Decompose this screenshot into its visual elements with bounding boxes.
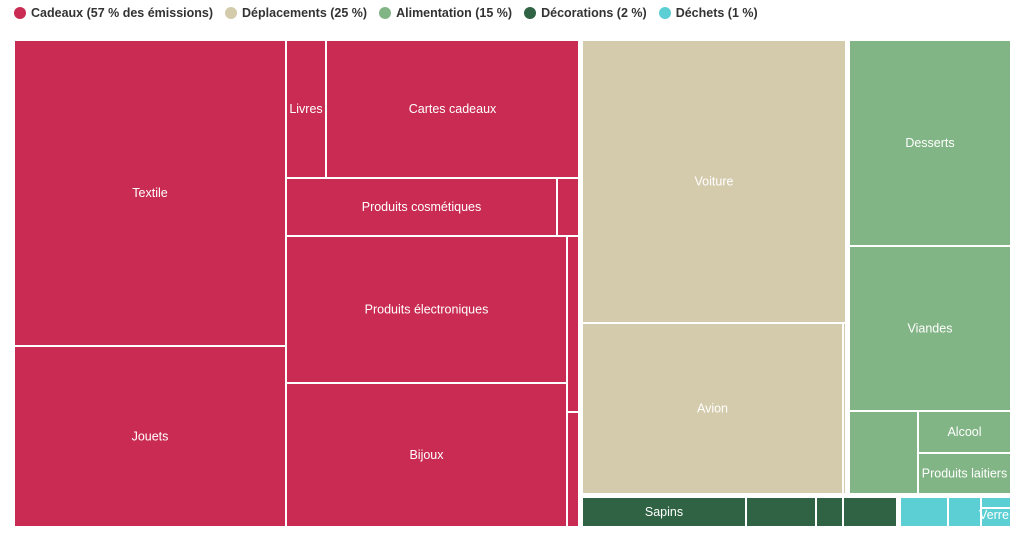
treemap-label: Jouets (132, 430, 169, 444)
treemap-cell-produits-electroniques[interactable]: Produits électroniques (286, 236, 567, 383)
treemap-label: Verre (979, 508, 1009, 522)
treemap-cell-alcool[interactable]: Alcool (918, 411, 1011, 453)
treemap-label: Voiture (695, 175, 734, 189)
legend-item-dechets[interactable]: Déchets (1 %) (658, 6, 758, 20)
treemap-rect[interactable] (843, 323, 846, 494)
treemap-label: Avion (697, 402, 728, 416)
treemap-rect[interactable] (582, 40, 846, 323)
treemap-rect[interactable] (849, 411, 918, 494)
treemap-label: Viandes (908, 322, 953, 336)
legend-dot-icon (225, 7, 238, 19)
treemap-cell-jouets[interactable]: Jouets (14, 346, 286, 527)
treemap-label: Sapins (645, 505, 683, 519)
treemap-rect[interactable] (567, 412, 579, 527)
treemap-cell-desserts[interactable]: Desserts (849, 40, 1011, 246)
treemap-rect[interactable] (900, 497, 948, 527)
treemap-rect[interactable] (816, 497, 843, 527)
legend-label: Déchets (1 %) (675, 6, 758, 20)
treemap-label: Produits cosmétiques (362, 200, 482, 214)
treemap-cell-sapins[interactable]: Sapins (582, 497, 746, 527)
treemap-rect[interactable] (948, 497, 981, 527)
legend-label: Alimentation (15 %) (396, 6, 513, 20)
treemap-cell-produits-cosmetiques[interactable]: Produits cosmétiques (286, 178, 557, 236)
treemap-label: Desserts (905, 136, 954, 150)
legend: Cadeaux (57 % des émissions) Déplacement… (14, 5, 758, 21)
treemap-rect[interactable] (918, 453, 1011, 494)
treemap-cell-voiture[interactable]: Voiture (582, 40, 846, 323)
treemap-label: Textile (132, 186, 167, 200)
legend-dot-icon (14, 7, 26, 19)
treemap-label: Bijoux (409, 448, 444, 462)
legend-item-decorations[interactable]: Décorations (2 %) (524, 6, 647, 20)
treemap-rect[interactable] (557, 178, 579, 236)
treemap-cell-viandes[interactable]: Viandes (849, 246, 1011, 411)
treemap-cell-produits-laitiers[interactable]: Produits laitiers (918, 453, 1011, 494)
treemap-cell-avion[interactable]: Avion (582, 323, 843, 494)
treemap-rect[interactable] (14, 346, 286, 527)
treemap-rect[interactable] (286, 236, 567, 383)
treemap-rect[interactable] (981, 497, 1011, 508)
treemap-rect[interactable] (918, 411, 1011, 453)
treemap-cell[interactable] (849, 411, 918, 494)
treemap-cell-livres[interactable]: Livres (286, 40, 326, 178)
legend-item-alimentation[interactable]: Alimentation (15 %) (379, 6, 512, 20)
treemap-rect[interactable] (14, 40, 286, 346)
treemap-cell[interactable] (557, 178, 579, 236)
treemap-cell-cartes-cadeaux[interactable]: Cartes cadeaux (326, 40, 579, 178)
treemap-rect[interactable] (843, 497, 897, 527)
legend-dot-icon (524, 7, 537, 19)
treemap-rect[interactable] (567, 236, 579, 412)
treemap-cell[interactable] (843, 497, 897, 527)
legend-label: Déplacements (25 %) (242, 6, 368, 20)
legend-dot-icon (658, 7, 671, 19)
treemap-cell[interactable] (981, 497, 1011, 508)
treemap-label: Produits électroniques (365, 303, 489, 317)
treemap-rect[interactable] (326, 40, 579, 178)
treemap-label: Cartes cadeaux (409, 102, 497, 116)
treemap-rect[interactable] (286, 178, 557, 236)
treemap-cell[interactable] (816, 497, 843, 527)
treemap-cell[interactable] (746, 497, 816, 527)
treemap-cell[interactable] (843, 323, 846, 494)
treemap-cell[interactable] (900, 497, 948, 527)
legend-dot-icon (379, 7, 392, 19)
legend-item-deplacements[interactable]: Déplacements (25 %) (225, 6, 367, 20)
legend-label: Décorations (2 %) (541, 6, 647, 20)
treemap-rect[interactable] (849, 40, 1011, 246)
treemap-label: Livres (289, 102, 322, 116)
treemap-label: Alcool (947, 425, 981, 439)
treemap-cell[interactable] (567, 412, 579, 527)
treemap-label: Produits laitiers (922, 467, 1007, 481)
treemap-cell-textile[interactable]: Textile (14, 40, 286, 346)
treemap-rect[interactable] (746, 497, 816, 527)
treemap-rect[interactable] (286, 40, 326, 178)
treemap-cell[interactable] (567, 236, 579, 412)
treemap-cell-bijoux[interactable]: Bijoux (286, 383, 567, 527)
treemap-cell-verre[interactable]: Verre (979, 508, 1011, 527)
treemap-rect[interactable] (849, 246, 1011, 411)
treemap-rect[interactable] (582, 497, 746, 527)
legend-label: Cadeaux (57 % des émissions) (31, 6, 214, 20)
legend-item-cadeaux[interactable]: Cadeaux (57 % des émissions) (14, 6, 213, 20)
treemap-cell[interactable] (948, 497, 981, 527)
treemap-rect[interactable] (981, 508, 1011, 527)
treemap-rect[interactable] (582, 323, 843, 494)
treemap-rect[interactable] (286, 383, 567, 527)
